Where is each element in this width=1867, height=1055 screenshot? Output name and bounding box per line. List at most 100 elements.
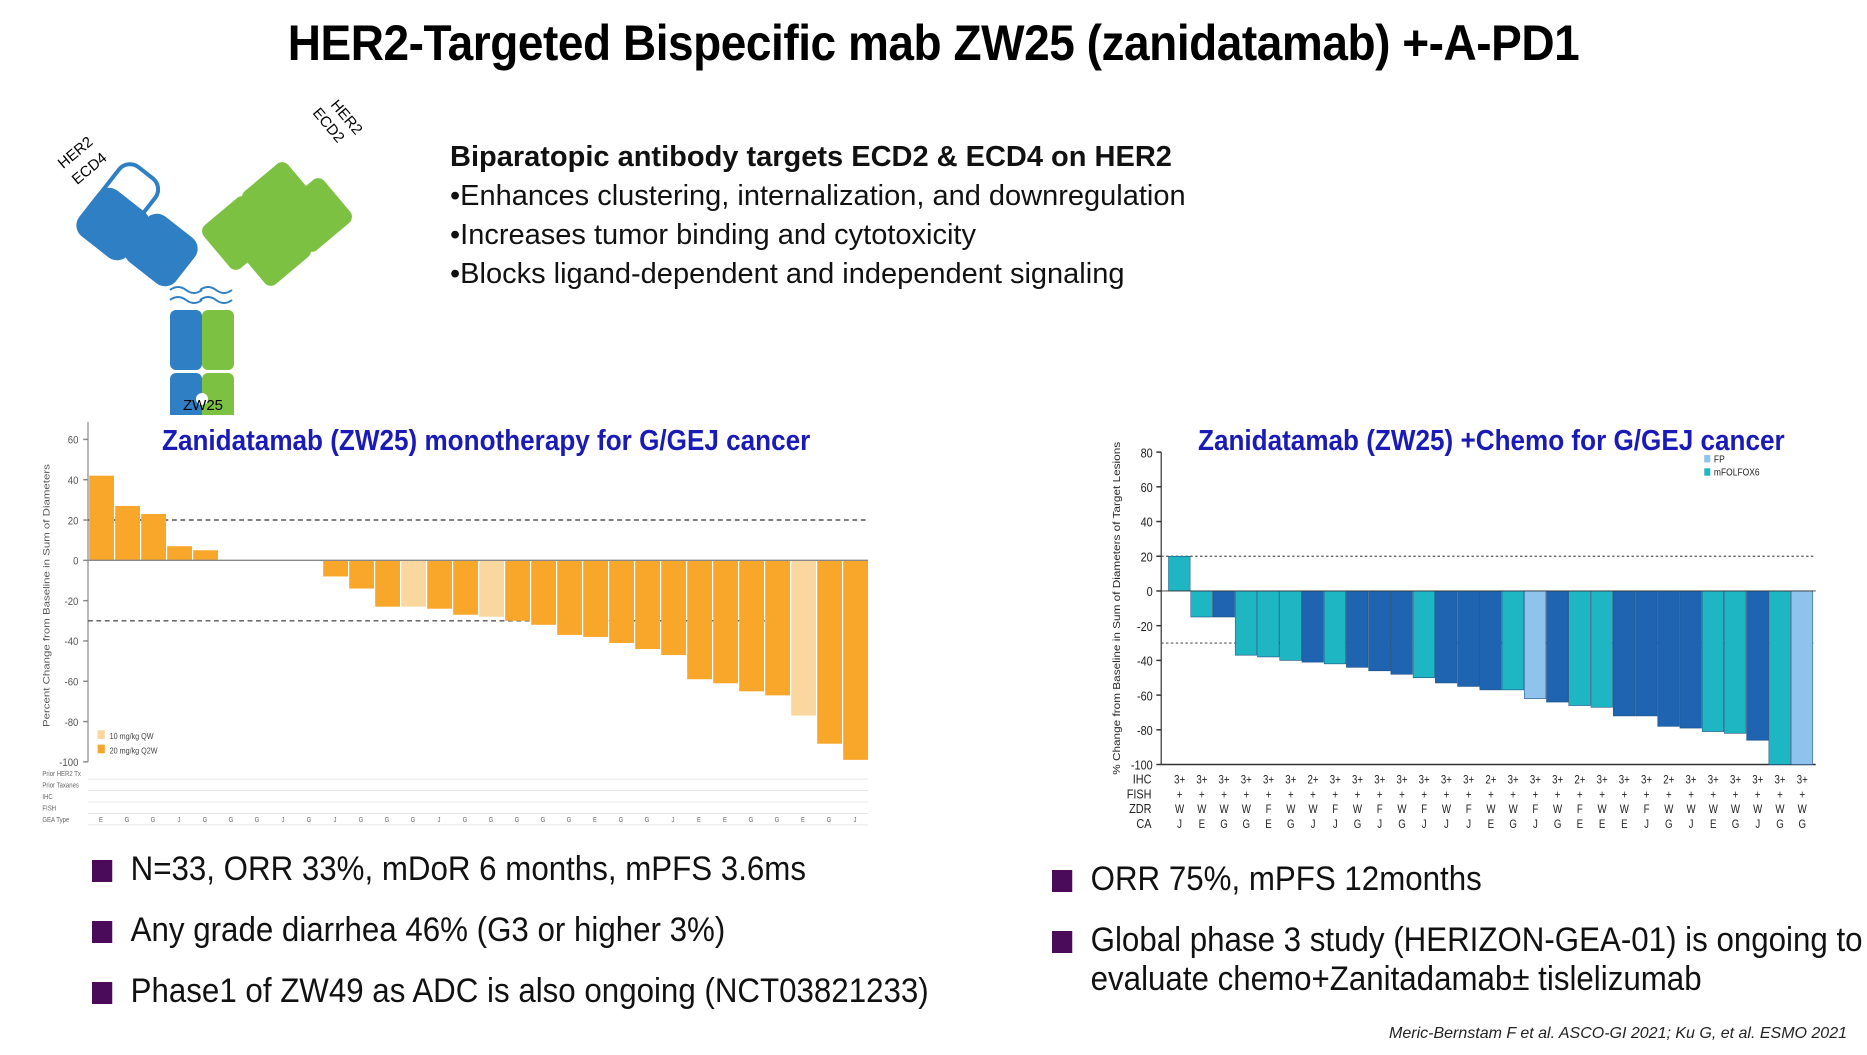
row-cell: 3+ <box>1552 774 1563 787</box>
row-cell: 3+ <box>1530 774 1541 787</box>
gea-type-cell: G <box>307 817 312 825</box>
row-cell: W <box>1664 803 1674 816</box>
bar <box>557 560 582 635</box>
row-cell: W <box>1686 803 1696 816</box>
bar <box>349 560 374 589</box>
y-tick-label: 60 <box>1141 480 1153 495</box>
row-cell: + <box>1355 789 1361 802</box>
bar <box>1657 590 1680 727</box>
row-label: FISH <box>42 805 56 813</box>
row-label: GEA Type <box>42 817 69 825</box>
gea-type-cell: G <box>775 817 780 825</box>
hinge <box>169 286 233 304</box>
row-cell: W <box>1775 803 1785 816</box>
bar <box>609 560 634 643</box>
intro-block: Biparatopic antibody targets ECD2 & ECD4… <box>450 138 1186 294</box>
row-cell: 3+ <box>1508 774 1519 787</box>
row-cell: 2+ <box>1663 774 1674 787</box>
bar <box>687 560 712 680</box>
y-tick-label: 40 <box>68 474 79 487</box>
row-cell: + <box>1599 789 1605 802</box>
right-waterfall-chart: 80 60 40 20 0 -20 -40 -60 -80 -100 % Change from B… <box>1112 442 1816 831</box>
bar <box>401 560 426 607</box>
row-cell: W <box>1219 803 1229 816</box>
row-cell: J <box>1755 818 1760 831</box>
bar <box>531 560 556 625</box>
row-cell: + <box>1666 789 1672 802</box>
row-cell: W <box>1308 803 1318 816</box>
right-bullets: ORR 75%, mPFS 12months Global phase 3 st… <box>1052 860 1867 999</box>
row-cell: + <box>1688 789 1694 802</box>
bar <box>739 560 765 692</box>
row-cell: G <box>1732 818 1740 831</box>
row-cell: 3+ <box>1396 774 1407 787</box>
legend-swatch-mfolfox6 <box>1704 468 1711 476</box>
row-cell: G <box>1287 818 1295 831</box>
legend-label: FP <box>1714 454 1725 466</box>
bar <box>791 560 816 716</box>
row-label: IHC <box>42 794 53 802</box>
gea-type-cell: G <box>229 817 234 825</box>
row-cell: F <box>1532 803 1538 816</box>
row-cell: J <box>1644 818 1649 831</box>
gea-type-cell: G <box>151 817 156 825</box>
bullet-item: Any grade diarrhea 46% (G3 or higher 3%) <box>92 911 929 950</box>
row-cell: 3+ <box>1419 774 1430 787</box>
gea-type-cell: G <box>749 817 754 825</box>
gea-type-cell: E <box>801 817 806 825</box>
legend-swatch-fp <box>1704 455 1711 463</box>
row-cell: + <box>1577 789 1583 802</box>
legend-label: 20 mg/kg Q2W <box>110 746 158 756</box>
y-tick-label: 80 <box>1141 445 1153 460</box>
bar <box>1679 590 1702 729</box>
row-cell: G <box>1776 818 1784 831</box>
y-tick-label: 60 <box>68 434 79 447</box>
y-tick-label: -20 <box>1137 619 1153 634</box>
row-cell: F <box>1421 803 1427 816</box>
row-cell: F <box>1377 803 1383 816</box>
bar <box>661 560 687 656</box>
left-chart-title: Zanidatamab (ZW25) monotherapy for G/GEJ… <box>162 425 811 457</box>
row-cell: W <box>1598 803 1608 816</box>
row-cell: E <box>1577 818 1583 831</box>
legend-label: 10 mg/kg QW <box>110 731 154 741</box>
slide-title: HER2-Targeted Bispecific mab ZW25 (zanid… <box>287 15 1580 71</box>
y-tick-label: -60 <box>1137 688 1153 703</box>
row-cell: + <box>1266 789 1272 802</box>
bar <box>89 475 114 561</box>
row-cell: W <box>1242 803 1252 816</box>
y-tick-label: 0 <box>73 555 78 568</box>
row-cell: W <box>1620 803 1630 816</box>
legend-swatch-q2w <box>97 744 105 754</box>
y-tick-label: -80 <box>1137 723 1153 738</box>
gea-type-cell: E <box>697 817 702 825</box>
bar <box>1212 590 1235 618</box>
row-cell: E <box>1621 818 1627 831</box>
row-cell: + <box>1533 789 1539 802</box>
row-cell: + <box>1332 789 1338 802</box>
gea-type-cell: J <box>672 817 675 825</box>
bar <box>505 560 530 621</box>
bar <box>1590 590 1613 708</box>
row-cell: + <box>1377 789 1383 802</box>
gea-type-cell: J <box>438 817 441 825</box>
row-cell: + <box>1199 789 1205 802</box>
gea-type-cell: G <box>515 817 520 825</box>
row-cell: 3+ <box>1463 774 1474 787</box>
gea-type-cell: E <box>723 817 728 825</box>
row-cell: 2+ <box>1307 774 1318 787</box>
row-cell: G <box>1509 818 1517 831</box>
bar <box>1701 590 1725 732</box>
bar <box>167 546 192 561</box>
row-cell: J <box>1377 818 1382 831</box>
intro-heading: Biparatopic antibody targets ECD2 & ECD4… <box>450 141 1172 173</box>
row-cell: W <box>1353 803 1363 816</box>
bar <box>1279 590 1302 661</box>
y-tick-label: 40 <box>1141 515 1153 530</box>
row-cell: 2+ <box>1574 774 1585 787</box>
row-cell: 3+ <box>1597 774 1608 787</box>
label-zw25: ZW25 <box>183 397 223 414</box>
row-cell: W <box>1731 803 1741 816</box>
bar <box>817 560 843 744</box>
citation: Meric-Bernstam F et al. ASCO-GI 2021; Ku… <box>1389 1025 1847 1042</box>
